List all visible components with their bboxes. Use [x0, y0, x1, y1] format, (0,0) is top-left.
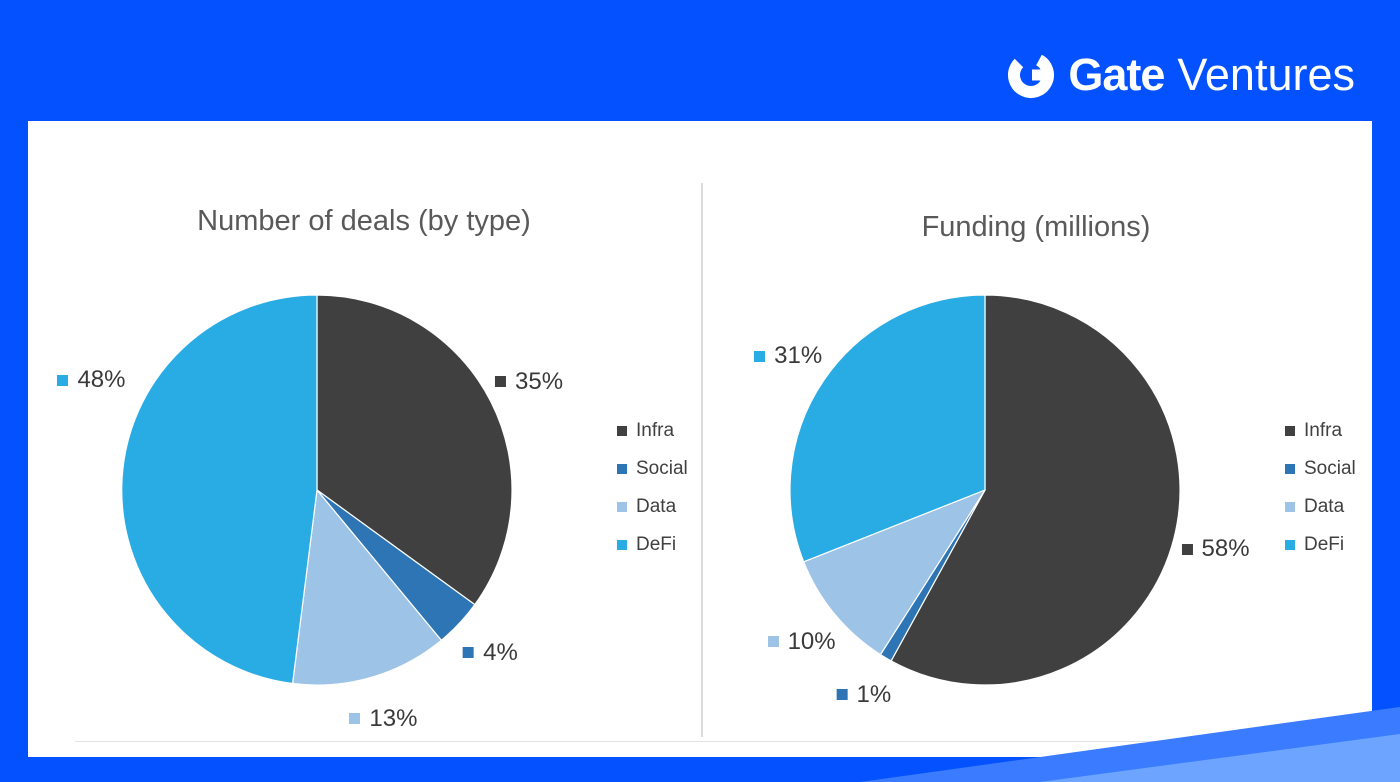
- brand-name-gate: Gate: [1068, 49, 1165, 100]
- pie-slice-data: [803, 489, 986, 656]
- legend-swatch: [617, 463, 627, 474]
- gate-logo-icon: [1008, 52, 1055, 98]
- pie-chart-deals: 35% 4% 13% 48%: [57, 290, 563, 732]
- label-value: 48%: [77, 366, 126, 394]
- label-key-swatch: [767, 636, 779, 648]
- legend-label: Infra: [636, 420, 675, 441]
- pie-slice-infra: [890, 294, 1181, 686]
- data-label-defi: 48%: [57, 366, 126, 394]
- legend-item-infra: Infra: [1285, 421, 1356, 440]
- legend-item-social: Social: [617, 459, 688, 478]
- pie-slice-infra: [316, 294, 513, 606]
- brand-name-ventures: Ventures: [1177, 49, 1355, 100]
- data-label-infra: 58%: [1181, 535, 1250, 563]
- card-bottom-line: [75, 741, 1330, 742]
- legend-swatch: [617, 501, 627, 512]
- brand-logo: Gate Ventures: [1004, 48, 1355, 102]
- data-label-defi: 31%: [754, 342, 822, 370]
- legend-item-data: Data: [1285, 497, 1356, 516]
- legend-swatch: [1285, 463, 1295, 474]
- legend-swatch: [617, 425, 627, 436]
- data-label-data: 13%: [349, 705, 417, 733]
- legend-label: Social: [636, 458, 688, 479]
- pie-svg: [121, 294, 513, 686]
- legend-item-defi: DeFi: [617, 535, 688, 554]
- label-value: 13%: [369, 704, 418, 732]
- label-value: 35%: [515, 367, 564, 395]
- chart-title-deals: Number of deals (by type): [197, 205, 531, 237]
- pie-svg: [789, 294, 1181, 686]
- label-key-swatch: [754, 350, 766, 362]
- label-value: 1%: [856, 680, 892, 708]
- label-key-swatch: [495, 376, 507, 388]
- legend-deals: Infra Social Data DeFi: [617, 421, 688, 573]
- legend-swatch: [1285, 501, 1295, 512]
- legend-swatch: [617, 539, 627, 550]
- legend-funding: Infra Social Data DeFi: [1285, 421, 1356, 573]
- vertical-divider: [701, 183, 703, 737]
- legend-label: DeFi: [1304, 534, 1345, 555]
- legend-swatch: [1285, 539, 1295, 550]
- legend-swatch: [1285, 425, 1295, 436]
- bottom-accent-ribbon-light: [1040, 734, 1400, 782]
- pie-slice-data: [292, 489, 442, 686]
- legend-label: Infra: [1304, 420, 1343, 441]
- chart-title-funding: Funding (millions): [921, 211, 1151, 243]
- legend-item-data: Data: [617, 497, 688, 516]
- pie-slice-defi: [789, 294, 986, 563]
- label-value: 10%: [787, 627, 836, 655]
- legend-label: Data: [636, 496, 677, 517]
- data-label-data: 10%: [767, 627, 836, 656]
- label-value: 4%: [483, 638, 518, 666]
- label-key-swatch: [836, 689, 848, 701]
- legend-item-infra: Infra: [617, 421, 688, 440]
- legend-label: DeFi: [636, 534, 677, 555]
- label-value: 58%: [1201, 535, 1250, 563]
- data-label-social: 4%: [463, 639, 518, 667]
- label-value: 31%: [774, 342, 823, 370]
- legend-item-defi: DeFi: [1285, 535, 1356, 554]
- label-key-swatch: [349, 713, 361, 725]
- data-label-social: 1%: [836, 680, 892, 709]
- label-key-swatch: [463, 647, 475, 659]
- pie-chart-funding: 58% 1% 10% 31%: [754, 290, 1250, 708]
- data-label-infra: 35%: [495, 368, 563, 396]
- legend-label: Social: [1304, 458, 1356, 479]
- pie-slice-defi: [121, 294, 318, 685]
- charts-card: Number of deals (by type) Funding (milli…: [28, 121, 1372, 757]
- label-key-swatch: [1181, 543, 1193, 555]
- legend-item-social: Social: [1285, 459, 1356, 478]
- legend-label: Data: [1304, 496, 1345, 517]
- label-key-swatch: [57, 374, 69, 386]
